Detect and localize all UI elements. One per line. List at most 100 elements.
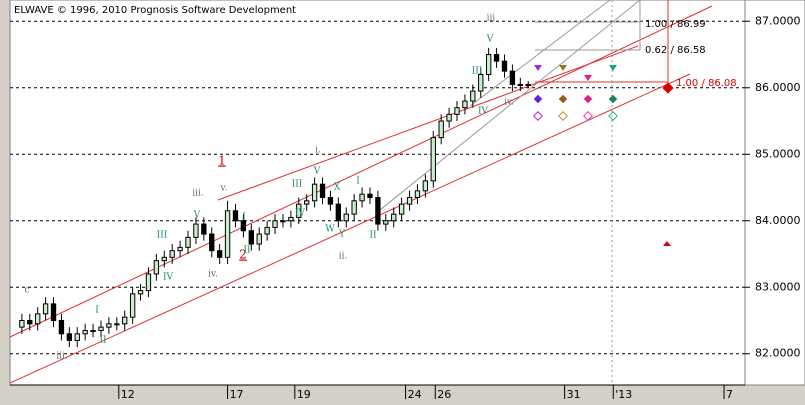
- candle-body: [177, 246, 183, 252]
- candle-body: [193, 223, 199, 238]
- candle-body: [209, 233, 215, 252]
- wave-label: Y: [338, 230, 346, 240]
- wave-label: V: [193, 211, 201, 221]
- diamond: [558, 111, 568, 121]
- wave-label: iv.: [208, 270, 218, 280]
- x-tick-label: 31: [567, 388, 581, 401]
- x-tick-label: 17: [230, 388, 244, 401]
- fan-line: [469, 0, 611, 107]
- wave-label: IV: [478, 107, 489, 117]
- candle-body: [327, 196, 334, 205]
- fan-line: [379, 0, 641, 211]
- channel-line: [9, 73, 691, 384]
- x-tick-label: 12: [121, 388, 135, 401]
- candle-body: [137, 290, 144, 295]
- candle-body: [280, 220, 286, 223]
- candle-body: [145, 273, 152, 292]
- candle-body: [288, 216, 294, 222]
- candle-body: [27, 320, 33, 325]
- candle-body: [98, 326, 104, 331]
- candle-body: [414, 190, 421, 198]
- x-tick-label: 26: [437, 388, 451, 401]
- wave-label: II: [99, 336, 107, 346]
- candle-body: [398, 203, 405, 215]
- diamond: [533, 111, 543, 121]
- triangle: [534, 65, 542, 71]
- fib-label: 0.62 / 86.58: [645, 45, 706, 56]
- candle-body: [406, 196, 413, 205]
- x-tick-label: 19: [297, 388, 311, 401]
- candle-body: [35, 313, 41, 325]
- candle-body: [438, 120, 444, 139]
- triangle: [559, 65, 567, 71]
- candle-body: [343, 213, 349, 222]
- price-axis: [744, 0, 805, 386]
- candle-body: [493, 54, 500, 62]
- candle-body: [153, 260, 160, 275]
- chart-title: ELWAVE © 1996, 2010 Prognosis Software D…: [14, 5, 296, 16]
- candle-body: [383, 220, 389, 225]
- x-tick-label: 24: [408, 388, 422, 401]
- candle-body: [525, 83, 531, 86]
- candle-body: [240, 220, 247, 232]
- y-tick-label: 87.0000: [755, 14, 801, 27]
- wave-label: III: [292, 180, 303, 190]
- y-tick-label: 86.0000: [755, 81, 801, 94]
- candle-body: [58, 320, 65, 335]
- triangle: [584, 75, 592, 81]
- candle-body: [66, 333, 73, 341]
- diamond: [583, 111, 593, 121]
- wave-label: v.: [220, 184, 228, 194]
- wave-label: iv.: [504, 98, 514, 108]
- candle-body: [304, 200, 310, 205]
- candle-body: [422, 180, 429, 192]
- triangle: [609, 65, 617, 71]
- wave-label: i.: [315, 146, 321, 156]
- candle-body: [114, 323, 120, 326]
- wave-label: ii.: [339, 252, 348, 262]
- candle-body: [501, 60, 508, 72]
- candle-body: [470, 90, 476, 102]
- wave-label: I: [242, 213, 246, 223]
- candle-body: [169, 250, 175, 258]
- candle-body: [201, 223, 207, 235]
- candle-body: [478, 73, 484, 92]
- candle-body: [42, 303, 49, 315]
- candle-body: [248, 230, 254, 245]
- candle-body: [391, 213, 397, 222]
- candle-body: [90, 329, 96, 332]
- wave-label: c: [24, 286, 29, 296]
- y-tick-label: 83.0000: [755, 280, 801, 293]
- wave-label: iii.: [192, 189, 204, 199]
- diamond: [608, 111, 618, 121]
- candle-body: [462, 100, 468, 109]
- candle-body: [311, 183, 318, 202]
- candle-body: [122, 316, 128, 325]
- candle-body: [272, 220, 278, 228]
- y-tick-label: 85.0000: [755, 147, 801, 160]
- wave-label: II: [243, 246, 251, 256]
- wave-label: III: [157, 231, 168, 241]
- candle-body: [82, 329, 88, 335]
- candle-body: [129, 293, 136, 318]
- channel-line: [9, 5, 713, 338]
- candle-body: [50, 303, 57, 322]
- candle-body: [185, 236, 191, 248]
- y-tick-label: 84.0000: [755, 214, 801, 227]
- x-tick-label: 7: [726, 388, 733, 401]
- candle-body: [509, 70, 516, 85]
- signal-marker: [663, 241, 671, 246]
- candle-body: [319, 183, 326, 198]
- candle-body: [375, 196, 381, 225]
- wave-label: II: [369, 231, 377, 241]
- candle-body: [296, 203, 302, 218]
- candle-body: [367, 193, 373, 198]
- wave-label: IV: [163, 273, 174, 283]
- candle-body: [430, 137, 436, 182]
- candle-body: [517, 83, 523, 86]
- candle-body: [359, 193, 365, 202]
- candle-body: [106, 323, 112, 328]
- candle-body: [74, 333, 80, 341]
- wave-label: V: [486, 35, 494, 45]
